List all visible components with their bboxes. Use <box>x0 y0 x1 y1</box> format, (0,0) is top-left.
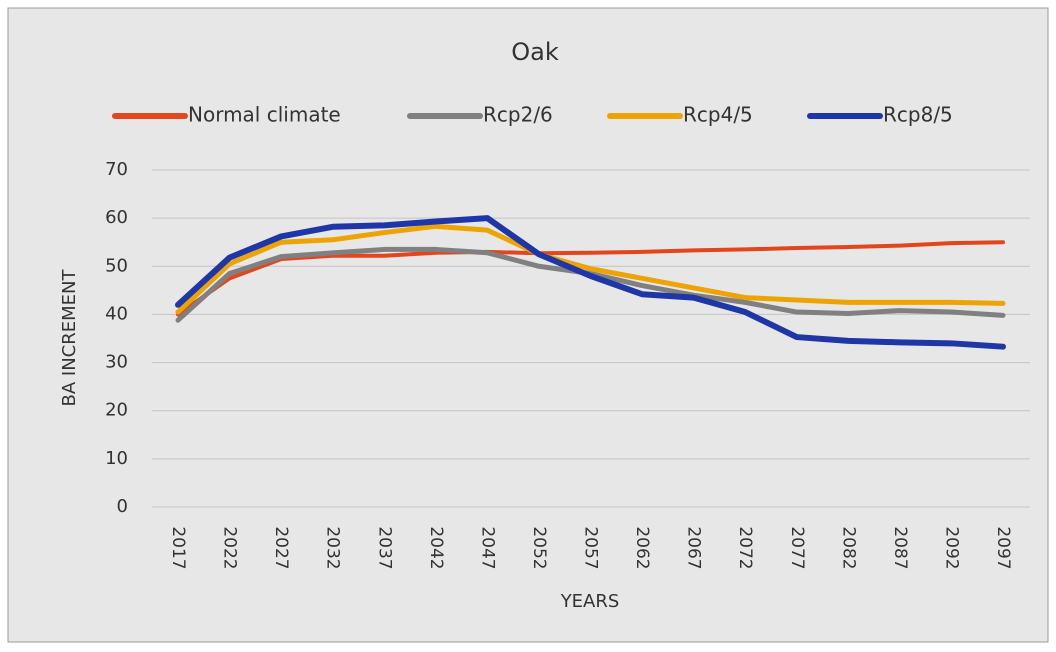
y-tick-label: 10 <box>105 448 128 469</box>
x-tick-label: 2087 <box>890 526 910 569</box>
x-tick-label: 2062 <box>632 526 652 569</box>
y-tick-label: 0 <box>117 496 128 517</box>
series-line <box>175 223 1006 315</box>
series-line <box>175 215 1006 350</box>
x-tick-label: 2072 <box>735 526 755 569</box>
x-tick-label: 2017 <box>168 526 188 569</box>
x-tick-label: 2057 <box>581 526 601 569</box>
x-tick-label: 2052 <box>529 526 549 569</box>
legend-label: Rcp8/5 <box>883 103 953 127</box>
y-tick-label: 70 <box>105 159 128 180</box>
x-tick-label: 2032 <box>323 526 343 569</box>
x-tick-label: 2042 <box>426 526 446 569</box>
x-tick-label: 2047 <box>477 526 497 569</box>
legend-label: Rcp4/5 <box>683 103 753 127</box>
y-axis-label: BA INCREMENT <box>59 269 80 407</box>
x-axis-label: YEARS <box>560 591 620 612</box>
legend-label: Normal climate <box>188 103 341 127</box>
series-line <box>176 240 1005 317</box>
legend-label: Rcp2/6 <box>483 103 553 127</box>
x-tick-label: 2077 <box>787 526 807 569</box>
y-tick-label: 30 <box>105 352 128 373</box>
x-tick-label: 2092 <box>941 526 961 569</box>
y-tick-label: 40 <box>105 303 128 324</box>
x-tick-label: 2082 <box>838 526 858 569</box>
x-tick-label: 2027 <box>271 526 291 569</box>
y-tick-label: 20 <box>105 400 128 421</box>
x-tick-label: 2067 <box>684 526 704 569</box>
y-tick-label: 60 <box>105 207 128 228</box>
x-tick-label: 2022 <box>220 526 240 569</box>
chart-title: Oak <box>511 38 559 66</box>
y-tick-label: 50 <box>105 255 128 276</box>
x-tick-label: 2037 <box>374 526 394 569</box>
x-tick-label: 2097 <box>993 526 1013 569</box>
